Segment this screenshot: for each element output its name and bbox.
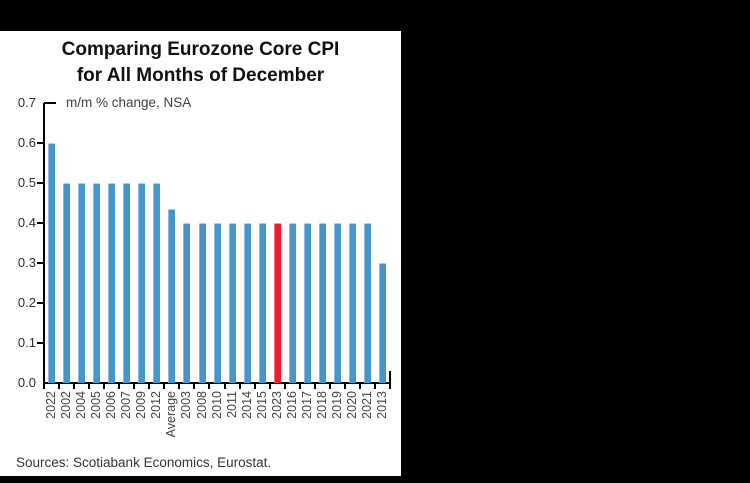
x-axis-tick [208,384,211,389]
x-axis-label-2007: 2007 [119,391,134,419]
x-axis-label-2020: 2020 [344,391,359,419]
x-axis-label-2019: 2019 [329,391,344,419]
x-axis-label-2012: 2012 [149,391,164,419]
x-axis-tick [88,384,91,389]
chart-title-line1: Comparing Eurozone Core CPI [61,39,340,60]
bar-2015 [258,223,266,383]
y-axis-tick [37,262,43,264]
y-axis-top-cap [44,102,56,104]
x-axis-line [43,382,391,384]
x-axis-tick [73,384,76,389]
x-axis-tick [298,384,301,389]
bar-2007 [123,183,131,383]
x-axis-tick [358,384,361,389]
x-axis-label-2017: 2017 [299,391,314,419]
x-axis-tick [148,384,151,389]
y-axis-tick-label: 0.2 [17,295,36,310]
bar-2004 [78,183,86,383]
x-axis-label-2021: 2021 [359,391,374,419]
bar-2022 [48,143,55,383]
bar-2023 [273,223,281,383]
x-axis-tick [163,384,166,389]
y-axis-tick-label: 0.3 [17,255,36,270]
x-axis-tick [313,384,316,389]
x-axis-tick [268,384,271,389]
bar-2005 [93,183,101,383]
x-axis-label-2014: 2014 [239,391,254,419]
chart-title: Comparing Eurozone Core CPI for All Mont… [0,37,401,89]
x-axis-tick [118,384,121,389]
y-axis-tick-label: 0.5 [17,175,36,190]
x-axis-label-2013: 2013 [375,391,389,419]
bar-2008 [198,223,206,383]
x-axis-tick [328,384,331,389]
bar-2021 [363,223,371,383]
bar-2009 [138,183,146,383]
x-axis-tick [58,384,61,389]
bar-2019 [333,223,341,383]
bar-chart-plot-area: 0.0 0.1 0.2 0.3 0.4 0.5 0.6 0.7 2022 2002 2004 2005… [0,31,401,476]
chart-title-line2: for All Months of December [76,65,325,86]
y-axis-tick [37,142,43,144]
x-axis-tick [238,384,241,389]
y-axis-tick-label: 0.0 [17,375,36,390]
bar-2006 [108,183,116,383]
x-axis-label-2008: 2008 [194,391,209,419]
y-axis-tick-label: 0.6 [17,135,36,150]
y-axis-tick [37,342,43,344]
x-axis-label-2011: 2011 [224,391,239,418]
x-axis-label-2002: 2002 [59,391,74,419]
x-axis-tick [373,384,376,389]
bar-2020 [348,223,356,383]
x-axis-label-2004: 2004 [74,391,89,419]
y-axis-line [43,103,45,385]
x-axis-label-2023: 2023 [269,391,284,419]
y-axis-tick [37,182,43,184]
bar-2002 [63,183,71,383]
y-axis-tick-label: 0.1 [17,335,36,350]
y-axis-tick-label: 0.7 [17,95,36,110]
chart-subtitle: m/m % change, NSA [66,95,192,110]
x-axis-label-2015: 2015 [254,391,269,419]
bar-2013 [379,263,386,383]
sources-note: Sources: Scotiabank Economics, Eurostat. [16,455,272,470]
bar-2014 [243,223,251,383]
chart-panel: Comparing Eurozone Core CPI for All Mont… [0,31,401,476]
x-axis-tick [223,384,226,389]
bar-2017 [303,223,311,383]
bar-average [168,208,176,383]
x-axis-tick [133,384,136,389]
x-axis-label-2022: 2022 [44,391,58,419]
y-axis-tick-label: 0.4 [17,215,36,230]
bar-2010 [213,223,221,383]
x-axis-label-2018: 2018 [314,391,329,419]
x-axis-tick [283,384,286,389]
x-axis-label-2005: 2005 [89,391,104,419]
bar-2018 [318,223,326,383]
bar-2003 [183,223,191,383]
x-axis-label-2006: 2006 [104,391,119,419]
x-axis-label-2016: 2016 [284,391,299,419]
x-axis-tick [193,384,196,389]
bar-2012 [153,183,161,383]
x-axis-end-cap [389,371,391,383]
x-axis-tick [389,384,391,389]
y-axis-tick [37,302,43,304]
x-axis-tick [103,384,106,389]
x-axis-label-2009: 2009 [134,391,149,419]
y-axis-tick [37,222,43,224]
bar-2016 [288,223,296,383]
x-axis-label-2003: 2003 [179,391,194,419]
x-axis-tick [43,384,45,389]
x-axis-label-2010: 2010 [209,391,224,419]
x-axis-tick [253,384,256,389]
bar-2011 [228,223,236,383]
x-axis-tick [178,384,181,389]
x-axis-label-average: Average [164,391,179,438]
x-axis-tick [343,384,346,389]
